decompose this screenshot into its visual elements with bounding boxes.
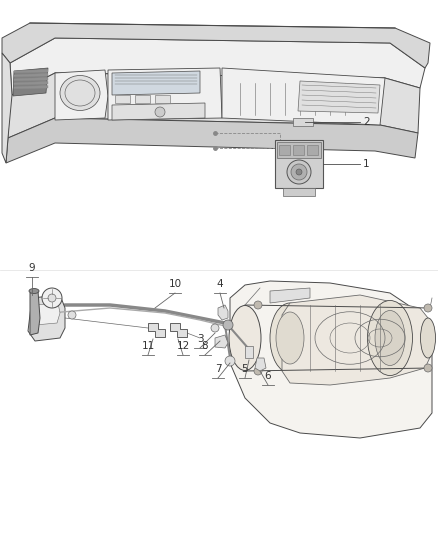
Polygon shape xyxy=(28,295,65,341)
Polygon shape xyxy=(283,188,315,196)
Ellipse shape xyxy=(420,318,435,358)
Circle shape xyxy=(254,367,262,375)
Bar xyxy=(307,145,318,155)
Circle shape xyxy=(287,160,311,184)
Polygon shape xyxy=(14,74,48,77)
Text: 9: 9 xyxy=(28,263,35,273)
Polygon shape xyxy=(6,118,418,163)
Polygon shape xyxy=(230,281,432,438)
Circle shape xyxy=(211,324,219,332)
Ellipse shape xyxy=(270,303,310,373)
Polygon shape xyxy=(2,53,12,163)
Polygon shape xyxy=(35,303,60,325)
Bar xyxy=(293,145,304,155)
Ellipse shape xyxy=(375,311,405,366)
Polygon shape xyxy=(14,85,48,88)
Circle shape xyxy=(291,164,307,180)
Polygon shape xyxy=(170,323,187,337)
Bar xyxy=(279,145,290,155)
Text: 11: 11 xyxy=(141,341,155,351)
Polygon shape xyxy=(112,71,200,95)
Text: 3: 3 xyxy=(197,334,203,344)
Polygon shape xyxy=(277,142,321,158)
Bar xyxy=(155,95,170,103)
Polygon shape xyxy=(14,82,48,85)
Polygon shape xyxy=(112,103,205,120)
Text: 4: 4 xyxy=(217,279,223,289)
Polygon shape xyxy=(8,73,420,138)
Polygon shape xyxy=(215,335,228,348)
Circle shape xyxy=(424,364,432,372)
Ellipse shape xyxy=(276,312,304,364)
Ellipse shape xyxy=(229,305,261,370)
Polygon shape xyxy=(55,70,108,120)
Polygon shape xyxy=(108,68,222,120)
Bar xyxy=(293,118,313,126)
Polygon shape xyxy=(30,291,40,335)
Polygon shape xyxy=(282,295,432,385)
Text: 8: 8 xyxy=(201,341,208,351)
Text: 10: 10 xyxy=(169,279,182,289)
Circle shape xyxy=(42,288,62,308)
Polygon shape xyxy=(13,68,48,96)
Polygon shape xyxy=(255,358,266,371)
Text: 5: 5 xyxy=(242,364,248,374)
Bar xyxy=(245,346,253,358)
Circle shape xyxy=(68,311,76,319)
Circle shape xyxy=(424,304,432,312)
Polygon shape xyxy=(2,23,430,68)
Polygon shape xyxy=(14,77,48,80)
Circle shape xyxy=(223,320,233,330)
Text: 1: 1 xyxy=(363,159,370,169)
Polygon shape xyxy=(222,68,385,125)
Ellipse shape xyxy=(367,301,413,376)
Polygon shape xyxy=(218,305,228,320)
Ellipse shape xyxy=(60,76,100,110)
Bar xyxy=(135,95,150,103)
Polygon shape xyxy=(148,323,165,337)
Polygon shape xyxy=(270,288,310,303)
Bar xyxy=(115,95,130,103)
Polygon shape xyxy=(14,69,48,72)
Polygon shape xyxy=(275,140,323,188)
Text: 7: 7 xyxy=(215,364,221,374)
Polygon shape xyxy=(10,38,425,95)
Circle shape xyxy=(225,356,235,366)
Circle shape xyxy=(48,294,56,302)
Circle shape xyxy=(254,301,262,309)
Circle shape xyxy=(296,169,302,175)
Text: 2: 2 xyxy=(363,117,370,127)
Ellipse shape xyxy=(29,288,39,294)
Polygon shape xyxy=(298,81,380,113)
Text: 6: 6 xyxy=(265,371,271,381)
Text: 12: 12 xyxy=(177,341,190,351)
Circle shape xyxy=(155,107,165,117)
